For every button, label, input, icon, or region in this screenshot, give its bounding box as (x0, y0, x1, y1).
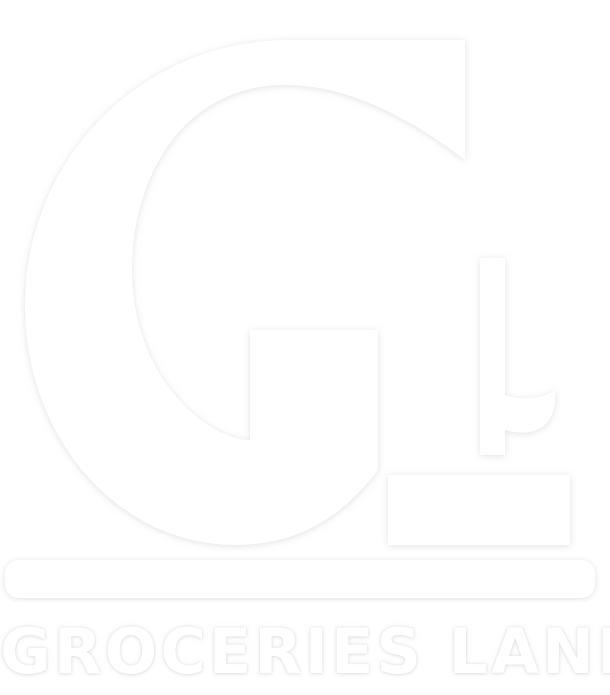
base-bar-shape (5, 560, 595, 598)
letter-g-shape (25, 40, 465, 545)
logo-wordmark: GROCERIES LAND (0, 615, 610, 688)
letter-l-shape (388, 258, 570, 545)
